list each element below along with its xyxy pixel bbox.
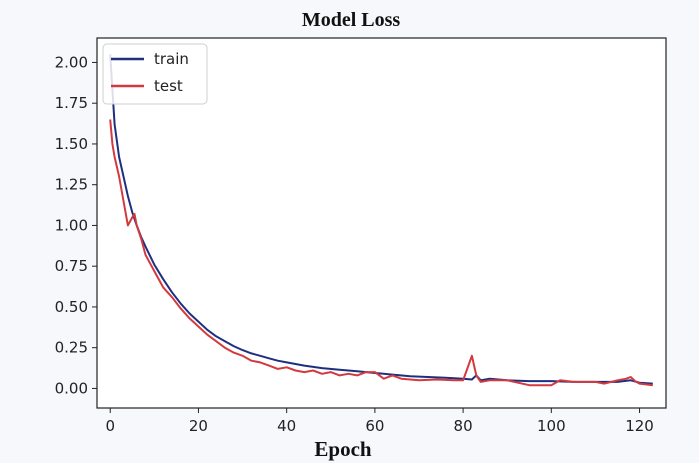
x-axis-label: Epoch bbox=[314, 437, 372, 461]
y-tick-label: 2.00 bbox=[55, 53, 88, 71]
chart-title: Model Loss bbox=[302, 9, 401, 31]
y-tick-label: 1.00 bbox=[55, 216, 88, 234]
axis-ticks-group: 0 20 40 60 80 100 120 0.00 0.25 0.50 0.75 1.00 1.25 1… bbox=[55, 53, 654, 435]
x-tick-label: 0 bbox=[105, 417, 115, 435]
series-line-test bbox=[109, 119, 653, 387]
x-tick-label: 120 bbox=[625, 417, 654, 435]
x-tick-label: 80 bbox=[454, 417, 473, 435]
legend-label-train: train bbox=[154, 50, 189, 68]
x-tick-label: 100 bbox=[537, 417, 566, 435]
y-tick-label: 0.25 bbox=[55, 339, 88, 357]
y-tick-label: 0.50 bbox=[55, 298, 88, 316]
y-tick-label: 0.00 bbox=[55, 379, 88, 397]
legend: train test bbox=[102, 43, 208, 105]
series-lines-group bbox=[109, 54, 653, 387]
legend-label-test: test bbox=[154, 77, 183, 95]
x-tick-label: 40 bbox=[277, 417, 296, 435]
y-tick-label: 1.50 bbox=[55, 135, 88, 153]
y-tick-label: 1.25 bbox=[55, 176, 88, 194]
y-tick-label: 1.75 bbox=[55, 94, 88, 112]
x-tick-label: 20 bbox=[189, 417, 208, 435]
y-tick-label: 0.75 bbox=[55, 257, 88, 275]
x-tick-label: 60 bbox=[365, 417, 384, 435]
